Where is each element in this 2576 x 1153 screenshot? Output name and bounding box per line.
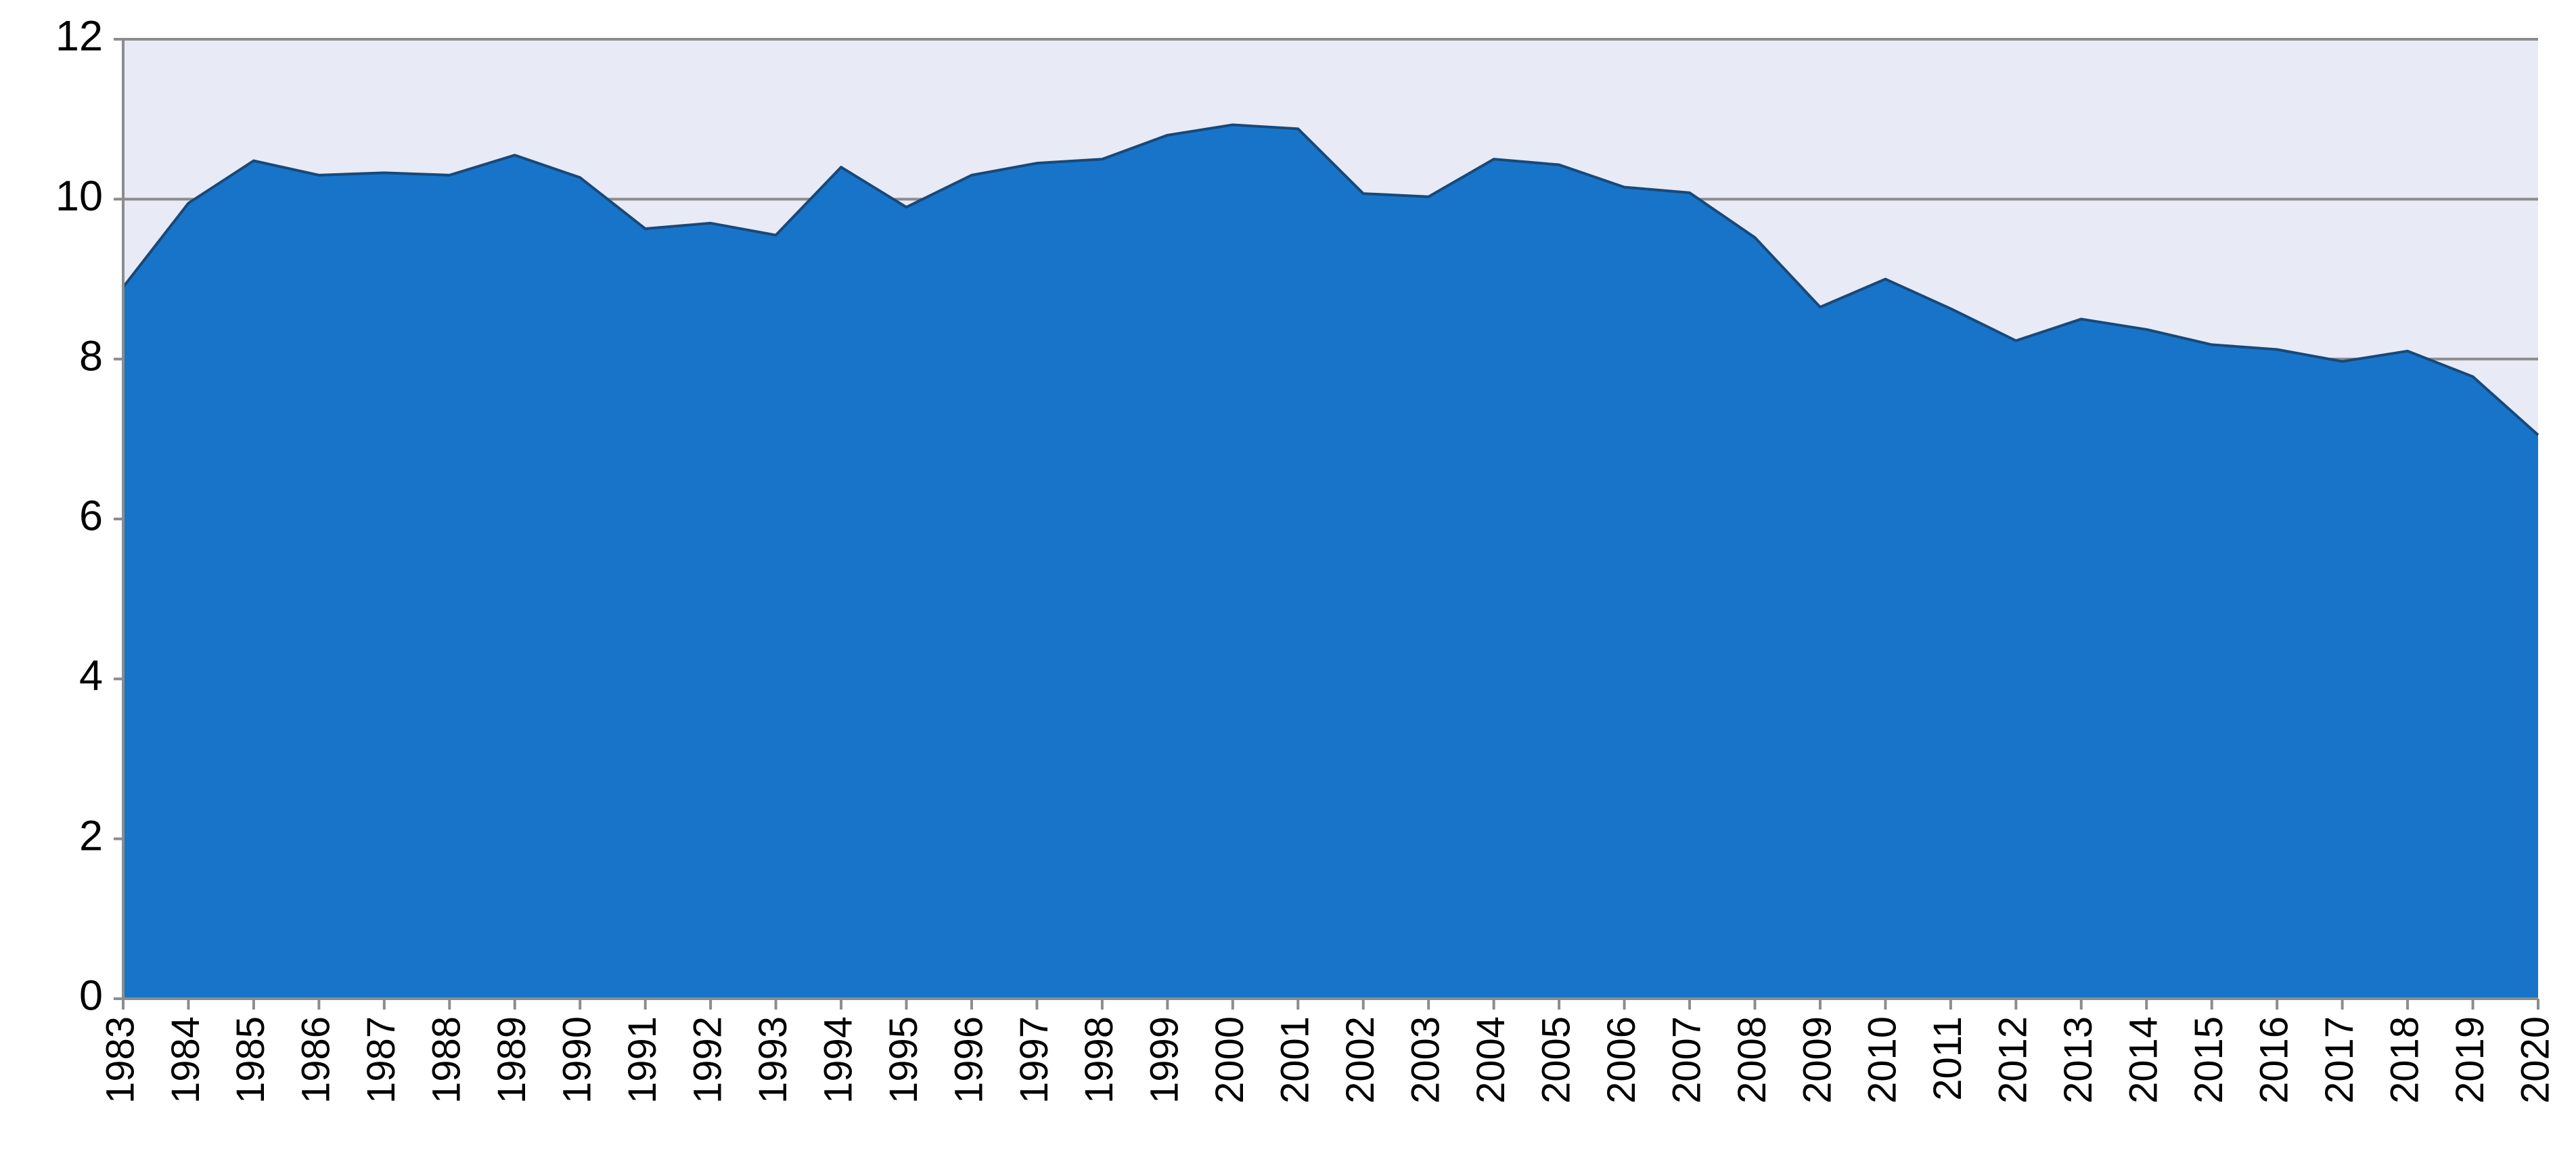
x-tick-label: 1994 (816, 1016, 860, 1104)
x-tick-label: 1983 (98, 1016, 142, 1104)
y-tick-label: 10 (55, 173, 103, 220)
x-tick-label: 1989 (490, 1016, 534, 1104)
y-tick-label: 8 (79, 332, 103, 380)
x-tick-label: 1986 (294, 1016, 338, 1104)
y-tick-label: 12 (55, 13, 103, 60)
x-tick-label: 2015 (2187, 1016, 2231, 1104)
x-tick-label: 2011 (1926, 1016, 1970, 1101)
x-tick-label: 1988 (425, 1016, 469, 1104)
y-tick-label: 6 (79, 493, 103, 540)
x-tick-label: 1991 (620, 1016, 664, 1104)
x-tick-label: 2006 (1600, 1016, 1644, 1104)
x-tick-label: 1987 (359, 1016, 403, 1104)
x-tick-label: 2012 (1991, 1016, 2035, 1104)
x-tick-label: 1997 (1012, 1016, 1056, 1104)
x-tick-label: 2008 (1730, 1016, 1774, 1104)
x-tick-label: 1993 (751, 1016, 795, 1104)
x-tick-label: 2013 (2056, 1016, 2100, 1104)
x-tick-label: 1999 (1143, 1016, 1187, 1104)
x-tick-label: 2000 (1208, 1016, 1252, 1104)
y-tick-label: 4 (79, 652, 103, 700)
x-tick-label: 1992 (685, 1016, 729, 1104)
x-tick-label: 2003 (1404, 1016, 1448, 1104)
area (122, 123, 2539, 436)
x-tick-label: 2002 (1338, 1016, 1382, 1104)
x-tick-label: 2004 (1469, 1016, 1513, 1104)
y-tick-label: 2 (79, 812, 103, 859)
x-tick-label: 2005 (1534, 1016, 1578, 1104)
x-tick-label: 2014 (2122, 1016, 2166, 1104)
x-tick-label: 2018 (2382, 1016, 2426, 1104)
x-tick-label: 2016 (2252, 1016, 2296, 1104)
x-tick-label: 2007 (1665, 1016, 1709, 1104)
x-tick-label: 1984 (164, 1016, 208, 1104)
x-tick-label: 2017 (2318, 1016, 2362, 1104)
x-tick-label: 1998 (1077, 1016, 1121, 1104)
x-tick-label: 1985 (229, 1016, 273, 1104)
x-tick-label: 2010 (1861, 1016, 1905, 1104)
x-tick-label: 2020 (2513, 1016, 2557, 1104)
y-tick-label: 0 (79, 972, 103, 1020)
x-tick-label: 1990 (556, 1016, 600, 1104)
x-tick-label: 2019 (2448, 1016, 2492, 1104)
area-fill (123, 125, 2538, 999)
x-tick-label: 1996 (947, 1016, 991, 1104)
x-tick-label: 1995 (882, 1016, 926, 1104)
x-tick-label: 2001 (1273, 1016, 1317, 1104)
x-tick-label: 2009 (1795, 1016, 1839, 1104)
